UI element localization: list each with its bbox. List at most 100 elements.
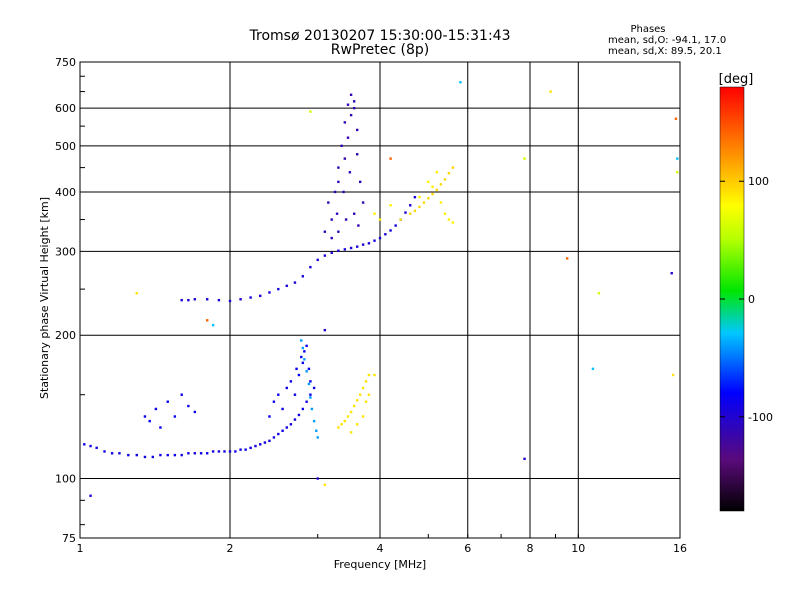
y-tick-label: 600	[55, 102, 76, 115]
data-point	[259, 294, 262, 298]
x-tick-label: 16	[673, 542, 687, 555]
data-point	[135, 453, 138, 457]
data-point	[349, 410, 353, 414]
data-point	[459, 81, 462, 84]
y-axis-ticks: 75 100 200 300 400 500 600 750	[55, 56, 85, 545]
data-point	[309, 396, 312, 399]
data-point	[268, 439, 271, 443]
data-point	[355, 128, 359, 132]
data-point	[316, 477, 319, 480]
data-point	[187, 404, 190, 408]
data-point	[118, 452, 121, 455]
data-point	[447, 171, 451, 175]
data-point	[361, 415, 365, 418]
y-tick-label: 500	[55, 140, 76, 153]
data-point	[211, 450, 215, 453]
y-tick-label: 200	[55, 329, 76, 342]
data-point	[443, 178, 447, 181]
data-point	[352, 106, 356, 110]
data-point	[389, 157, 392, 160]
data-point	[671, 373, 675, 377]
data-point	[154, 407, 158, 411]
data-point	[340, 144, 343, 148]
data-point	[373, 239, 376, 242]
data-point	[297, 413, 301, 417]
data-point	[173, 415, 177, 418]
data-point	[305, 344, 308, 348]
data-point	[272, 400, 276, 403]
data-point	[307, 382, 311, 386]
stats-line-x: mean, sd,X: 89.5, 20.1	[608, 46, 722, 57]
data-point	[199, 452, 203, 455]
data-point	[344, 218, 348, 221]
data-point	[549, 90, 552, 93]
data-point	[316, 258, 319, 262]
data-point	[277, 393, 280, 396]
data-point	[330, 236, 333, 240]
data-point	[337, 166, 340, 169]
data-point	[239, 298, 242, 301]
data-point	[268, 415, 271, 418]
data-point	[193, 452, 197, 455]
data-point	[447, 218, 451, 221]
data-point	[277, 432, 280, 436]
data-point	[413, 195, 417, 199]
data-point	[323, 230, 327, 233]
data-point	[523, 457, 526, 461]
data-point	[272, 436, 276, 439]
data-point	[300, 339, 303, 342]
data-point	[159, 426, 162, 429]
data-point	[565, 257, 569, 260]
data-point	[427, 197, 430, 200]
data-point	[330, 251, 333, 255]
data-point	[289, 380, 293, 383]
data-point	[217, 450, 221, 453]
data-point	[364, 380, 368, 383]
data-point	[228, 450, 232, 453]
data-point	[361, 201, 365, 204]
data-point	[674, 117, 678, 120]
data-point	[234, 450, 237, 453]
data-point	[301, 346, 305, 350]
data-point	[443, 212, 447, 215]
grid-lines	[80, 62, 680, 538]
x-axis-label: Frequency [MHz]	[334, 558, 426, 571]
data-point	[300, 355, 303, 359]
data-point	[422, 201, 426, 204]
data-point	[352, 404, 356, 408]
data-point	[676, 157, 679, 160]
data-point	[676, 171, 679, 174]
data-point	[327, 201, 330, 204]
data-point	[389, 229, 392, 232]
data-point	[349, 246, 353, 250]
data-point	[348, 171, 352, 174]
data-point	[591, 367, 595, 371]
data-point	[148, 419, 151, 423]
data-point	[315, 429, 318, 432]
y-tick-label: 750	[55, 56, 76, 69]
data-point	[263, 441, 267, 444]
data-point	[451, 221, 455, 224]
x-tick-label: 6	[464, 542, 471, 555]
chart-title: Tromsø 20130207 15:30:00-15:31:43	[249, 28, 511, 44]
x-tick-label: 10	[571, 542, 585, 555]
data-point	[352, 100, 356, 103]
stats-heading: Phases	[630, 24, 665, 35]
data-point	[413, 209, 417, 213]
data-point	[337, 426, 340, 429]
data-point	[239, 448, 242, 451]
data-point	[330, 218, 333, 221]
data-point	[211, 323, 215, 327]
data-point	[439, 183, 443, 186]
data-point	[523, 157, 526, 160]
data-point	[337, 230, 340, 233]
data-point	[349, 93, 353, 96]
data-point	[340, 423, 343, 426]
data-point	[384, 233, 387, 236]
data-point	[309, 393, 312, 396]
data-point	[193, 410, 197, 414]
data-point	[309, 110, 312, 113]
data-point	[89, 444, 92, 448]
data-point	[367, 242, 371, 245]
data-point	[289, 423, 293, 426]
